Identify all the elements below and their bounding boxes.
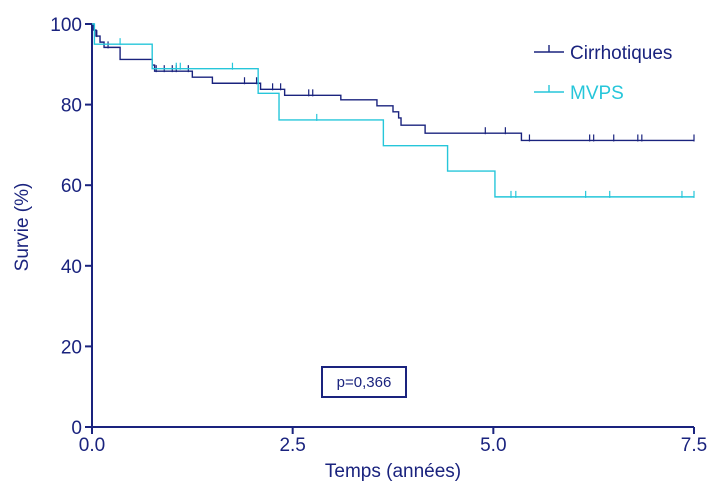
y-tick-label: 20 [61, 337, 82, 358]
legend-label: MVPS [570, 83, 624, 104]
x-tick-label: 2.5 [279, 435, 305, 456]
series-line-mvps [92, 23, 694, 198]
x-tick-label: 5.0 [480, 435, 506, 456]
series-cirrhotiques [92, 23, 695, 142]
legend-label: Cirrhotiques [570, 43, 672, 64]
series-line-cirrhotiques [92, 23, 694, 142]
p-value-annotation: p=0,366 [321, 366, 407, 398]
p-value-box [321, 366, 407, 398]
series-layer [92, 23, 695, 198]
y-tick-label: 80 [61, 96, 82, 117]
series-mvps [92, 23, 695, 198]
x-axis-title: Temps (années) [325, 461, 461, 482]
y-tick-label: 60 [61, 176, 82, 197]
x-tick-label: 0.0 [79, 435, 105, 456]
y-tick-label: 0 [71, 418, 82, 439]
legend-item-cirrhotiques: Cirrhotiques [534, 43, 672, 64]
y-tick-label: 40 [61, 257, 82, 278]
axes: 0 20 40 60 80 100 0.0 2.5 5.0 7.5 [50, 15, 707, 456]
x-tick-label: 7.5 [681, 435, 707, 456]
p-value-label: p=0,366 [337, 374, 392, 391]
legend: Cirrhotiques MVPS [534, 43, 672, 104]
y-axis-title: Survie (%) [12, 183, 33, 272]
legend-item-mvps: MVPS [534, 83, 624, 104]
y-tick-label: 100 [50, 15, 82, 36]
